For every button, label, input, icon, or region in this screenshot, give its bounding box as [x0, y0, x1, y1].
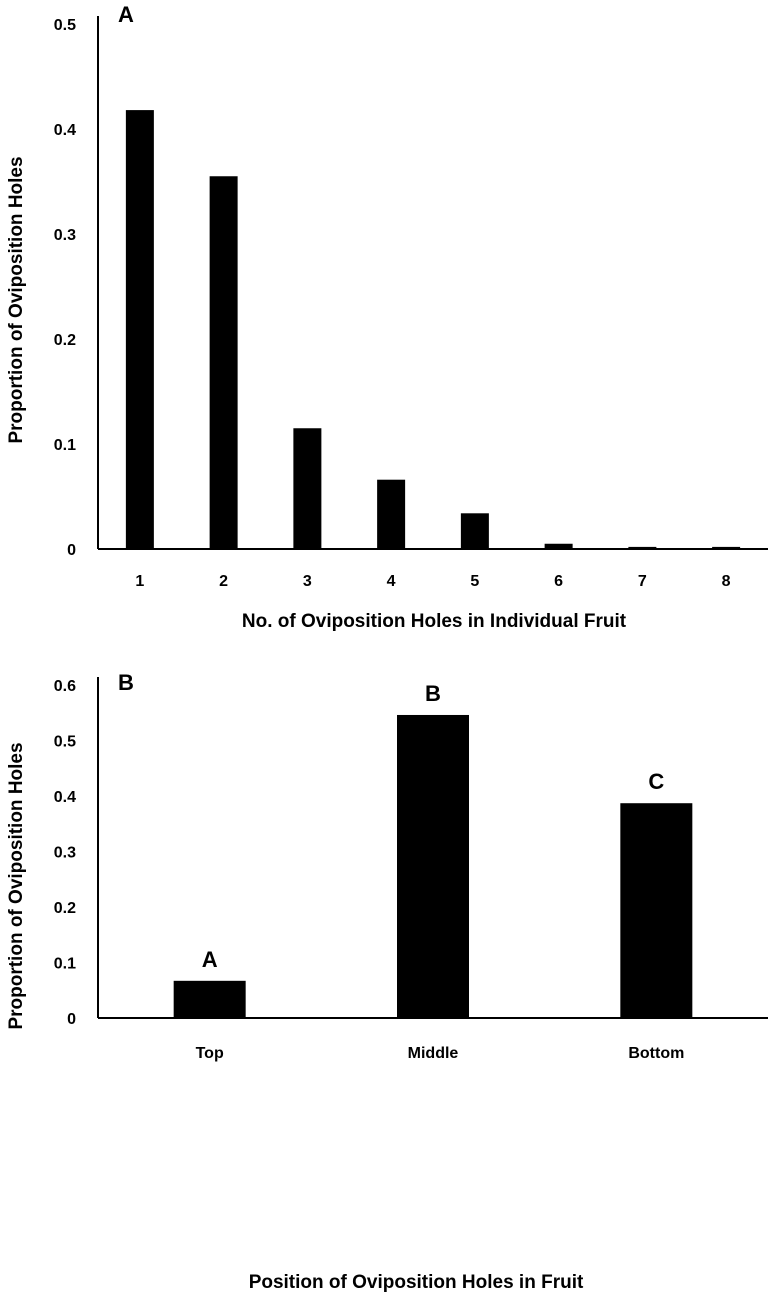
a-y-tick-label: 0.3	[54, 227, 76, 244]
panel-b: B 0 0.1 0.2 0.3 0.4 0.5 0.6 A B C Top Middle Botto…	[6, 670, 768, 1293]
panel-b-bars: A B C	[173, 681, 693, 1018]
b-y-tick-label: 0.5	[54, 734, 76, 751]
b-bar-top	[173, 980, 246, 1018]
a-x-tick-label: 4	[387, 573, 396, 590]
a-bar-3	[293, 428, 322, 549]
panel-a-y-ticks: 0 0.1 0.2 0.3 0.4 0.5	[54, 17, 76, 559]
panel-b-y-axis-title: Proportion of Oviposition Holes	[6, 742, 27, 1029]
a-bar-1	[125, 110, 154, 549]
a-x-tick-label: 8	[722, 573, 731, 590]
b-x-tick-label: Bottom	[628, 1045, 684, 1062]
a-x-tick-label: 5	[470, 573, 479, 590]
a-y-tick-label: 0.1	[54, 437, 76, 454]
b-y-tick-label: 0.2	[54, 900, 76, 917]
panel-b-x-axis-title: Position of Oviposition Holes in Fruit	[249, 1272, 584, 1293]
b-bar-letter: B	[425, 681, 441, 706]
panel-b-y-ticks: 0 0.1 0.2 0.3 0.4 0.5 0.6	[54, 678, 76, 1028]
panel-b-label: B	[118, 670, 134, 695]
a-y-tick-label: 0	[67, 542, 76, 559]
panel-a: A 0 0.1 0.2 0.3 0.4 0.5 1 2 3 4 5 6 7 8 Proportion o…	[6, 2, 768, 632]
a-x-tick-label: 2	[219, 573, 228, 590]
b-bar-letter: C	[648, 769, 664, 794]
panel-a-bars	[125, 110, 741, 549]
b-y-tick-label: 0.4	[54, 789, 76, 806]
b-bar-middle	[397, 714, 469, 1018]
a-bar-8	[712, 546, 741, 549]
panel-a-x-axis-title: No. of Oviposition Holes in Individual F…	[242, 611, 627, 632]
b-y-tick-label: 0.1	[54, 956, 76, 973]
b-y-tick-label: 0	[67, 1011, 76, 1028]
panel-a-x-ticks: 1 2 3 4 5 6 7 8	[135, 573, 730, 590]
panel-b-x-ticks: Top Middle Bottom	[196, 1045, 685, 1062]
b-y-tick-label: 0.3	[54, 845, 76, 862]
a-x-tick-label: 6	[554, 573, 563, 590]
panel-a-label: A	[118, 2, 134, 27]
a-x-tick-label: 7	[638, 573, 647, 590]
a-y-tick-label: 0.5	[54, 17, 76, 34]
a-x-tick-label: 3	[303, 573, 312, 590]
a-bar-2	[209, 176, 238, 549]
a-bar-5	[460, 513, 489, 549]
a-bar-6	[544, 543, 573, 549]
b-bar-letter: A	[202, 947, 218, 972]
b-y-tick-label: 0.6	[54, 678, 76, 695]
a-bar-7	[628, 546, 657, 549]
a-y-tick-label: 0.2	[54, 332, 76, 349]
panel-a-y-axis-title: Proportion of Oviposition Holes	[6, 156, 27, 443]
a-bar-4	[377, 479, 406, 549]
b-x-tick-label: Middle	[408, 1045, 459, 1062]
b-bar-bottom	[620, 803, 693, 1018]
a-x-tick-label: 1	[135, 573, 144, 590]
b-x-tick-label: Top	[196, 1045, 224, 1062]
a-y-tick-label: 0.4	[54, 122, 76, 139]
